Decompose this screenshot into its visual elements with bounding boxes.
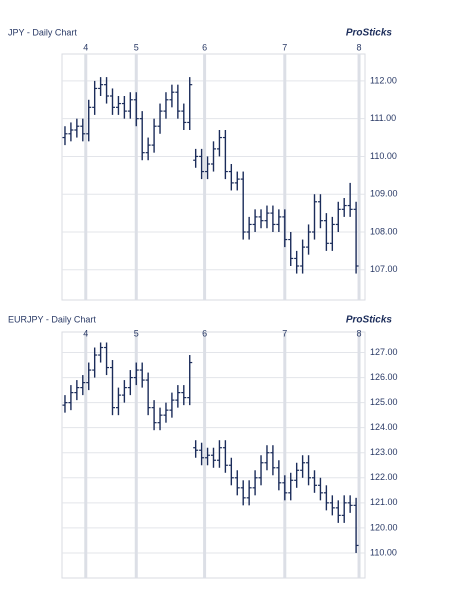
y-tick-label: 124.00 bbox=[370, 422, 398, 432]
x-tick-label: 7 bbox=[282, 328, 287, 338]
x-tick-label: 5 bbox=[134, 328, 139, 338]
plot-area bbox=[61, 53, 366, 301]
brand: ProSticks bbox=[346, 28, 393, 39]
x-tick-label: 4 bbox=[83, 42, 88, 52]
brand: ProSticks bbox=[346, 315, 393, 326]
y-tick-label: 123.00 bbox=[370, 447, 398, 457]
y-tick-label: 122.00 bbox=[370, 472, 398, 482]
y-tick-label: 108.00 bbox=[370, 226, 398, 236]
x-tick-label: 6 bbox=[202, 328, 207, 338]
y-tick-label: 120.00 bbox=[370, 522, 398, 532]
chart-title: EURJPY - Daily Chart bbox=[8, 314, 96, 324]
x-tick-label: 6 bbox=[202, 42, 207, 52]
y-tick-label: 127.00 bbox=[370, 347, 398, 357]
x-tick-label: 8 bbox=[357, 328, 362, 338]
y-tick-label: 112.00 bbox=[370, 75, 397, 85]
y-tick-label: 110.00 bbox=[370, 151, 397, 161]
y-tick-label: 111.00 bbox=[370, 113, 396, 123]
y-tick-label: 110.00 bbox=[370, 547, 397, 557]
y-tick-label: 109.00 bbox=[370, 189, 398, 199]
x-tick-label: 8 bbox=[357, 42, 362, 52]
y-tick-label: 126.00 bbox=[370, 372, 398, 382]
x-tick-label: 4 bbox=[83, 328, 88, 338]
x-tick-label: 7 bbox=[282, 42, 287, 52]
x-tick-label: 5 bbox=[134, 42, 139, 52]
y-tick-label: 121.00 bbox=[370, 497, 398, 507]
chart-title: JPY - Daily Chart bbox=[8, 27, 77, 37]
y-tick-label: 125.00 bbox=[370, 397, 398, 407]
y-tick-label: 107.00 bbox=[370, 264, 398, 274]
